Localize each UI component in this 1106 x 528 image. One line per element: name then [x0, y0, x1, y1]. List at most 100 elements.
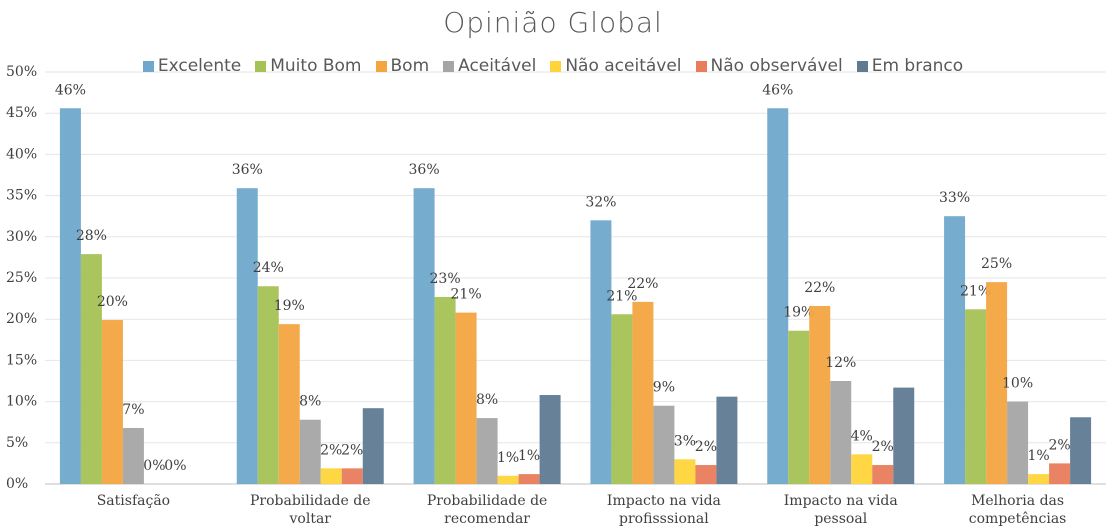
y-tick-label: 45%	[6, 105, 37, 121]
data-label: 0%	[143, 458, 165, 474]
bar	[851, 454, 873, 484]
data-label: 1%	[497, 450, 519, 466]
legend-item: Muito Bom	[255, 56, 362, 76]
data-label: 23%	[430, 271, 461, 287]
bar	[299, 419, 321, 484]
data-label: 2%	[341, 442, 363, 458]
bar	[413, 188, 435, 484]
legend-item: Em branco	[856, 56, 964, 76]
legend-swatch	[443, 60, 455, 72]
bar	[518, 474, 540, 484]
bar	[695, 465, 717, 484]
bar	[1070, 417, 1092, 484]
data-label: 1%	[1027, 448, 1049, 464]
bar	[632, 301, 654, 484]
bar	[455, 312, 477, 484]
bar	[278, 324, 300, 484]
data-label: 19%	[274, 298, 305, 314]
y-tick-label: 20%	[6, 311, 37, 327]
legend-label: Não observável	[710, 56, 843, 76]
data-label: 36%	[409, 162, 440, 178]
legend-label: Excelente	[157, 56, 242, 76]
data-label: 28%	[76, 228, 107, 244]
bar	[788, 330, 810, 484]
data-label: 25%	[981, 256, 1012, 272]
x-tick-label: Impacto na vida profisssional	[606, 493, 721, 527]
bar	[122, 427, 144, 484]
data-label: 1%	[518, 448, 540, 464]
x-tick-label: Melhoria das competências	[968, 493, 1067, 527]
data-label: 8%	[299, 394, 321, 410]
data-label: 3%	[674, 433, 696, 449]
y-tick-label: 10%	[6, 394, 37, 410]
data-label: 21%	[606, 288, 637, 304]
legend-swatch	[255, 60, 267, 72]
bar	[320, 468, 342, 484]
bar	[1007, 401, 1029, 484]
y-tick-label: 35%	[6, 188, 37, 204]
data-label: 2%	[695, 439, 717, 455]
bar	[236, 188, 258, 484]
legend-swatch	[142, 60, 154, 72]
bar	[476, 418, 498, 484]
bar	[341, 468, 363, 484]
data-label: 8%	[476, 392, 498, 408]
bar	[716, 396, 738, 484]
data-label: 32%	[585, 194, 616, 210]
data-label: 10%	[1002, 376, 1033, 392]
legend-label: Bom	[390, 56, 430, 76]
bar	[809, 306, 831, 484]
legend-label: Muito Bom	[270, 56, 362, 76]
bar	[497, 475, 519, 484]
data-label: 21%	[451, 287, 482, 303]
y-tick-label: 40%	[6, 146, 37, 162]
data-label: 4%	[851, 428, 873, 444]
legend-swatch	[550, 60, 562, 72]
data-label: 2%	[1048, 437, 1070, 453]
data-label: 2%	[320, 442, 342, 458]
bar	[944, 216, 966, 484]
bar	[611, 314, 633, 484]
bar	[257, 286, 279, 484]
chart-title: Opinião Global	[443, 6, 663, 39]
y-tick-label: 25%	[6, 270, 37, 286]
data-label: 21%	[960, 283, 991, 299]
bar	[986, 282, 1008, 484]
bar	[434, 296, 456, 484]
bar	[59, 108, 81, 485]
legend-item: Não observável	[695, 56, 843, 76]
data-label: 22%	[627, 276, 658, 292]
legend-item: Bom	[375, 56, 430, 76]
legend-item: Não aceitável	[550, 56, 682, 76]
data-label: 46%	[55, 82, 86, 98]
bar	[872, 465, 894, 484]
legend-item: Aceitável	[443, 56, 536, 76]
legend-label: Não aceitável	[565, 56, 682, 76]
bar	[539, 395, 561, 484]
data-label: 20%	[97, 294, 128, 310]
legend-label: Em branco	[871, 56, 964, 76]
x-tick-label: Probabilidade de recomendar	[426, 493, 548, 527]
bar	[767, 108, 789, 485]
data-label: 22%	[804, 280, 835, 296]
bar	[893, 387, 915, 484]
data-label: 0%	[164, 458, 186, 474]
y-tick-label: 50%	[6, 64, 37, 80]
x-tick-label: Satisfação	[96, 493, 171, 509]
data-label: 9%	[653, 380, 675, 396]
legend-label: Aceitável	[458, 56, 537, 76]
bar	[101, 320, 123, 484]
data-label: 12%	[825, 355, 856, 371]
data-label: 7%	[122, 402, 144, 418]
data-label: 2%	[872, 439, 894, 455]
legend-swatch	[856, 60, 868, 72]
x-tick-label: Impacto na vida pessoal	[783, 493, 898, 527]
bar	[674, 459, 696, 484]
data-label: 19%	[783, 305, 814, 321]
bar	[653, 405, 675, 484]
legend: Excelente Muito Bom Bom Aceitável Não aceitá…	[0, 56, 1106, 76]
x-tick-label: Probabilidade de voltar	[250, 493, 371, 527]
bar	[1049, 463, 1071, 484]
